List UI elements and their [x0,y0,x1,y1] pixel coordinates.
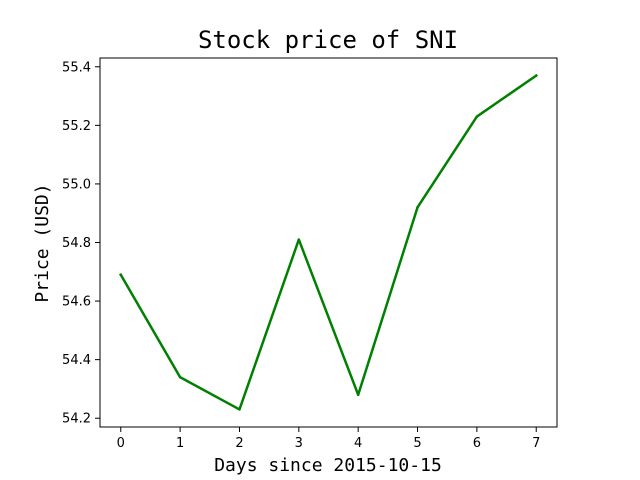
x-tick-label: 0 [117,436,125,451]
y-axis: 54.2 54.4 54.6 54.8 55.0 55.2 55.4 [62,60,100,427]
chart-title: Stock price of SNI [198,26,458,54]
data-point [416,206,419,209]
x-tick-label: 1 [176,436,184,451]
x-tick-label: 4 [354,436,362,451]
y-tick-label: 54.6 [62,295,91,310]
data-point [356,393,360,397]
y-tick-label: 55.4 [62,60,91,75]
y-axis-label: Price (USD) [32,183,53,302]
data-point [475,115,479,118]
x-tick-label: 2 [235,436,243,451]
y-tick-label: 54.4 [62,353,91,368]
x-tick-label: 7 [532,436,540,451]
data-point [534,74,538,77]
data-point [238,408,241,411]
data-point [297,238,301,241]
plot-frame [99,57,558,428]
price-line [119,73,538,411]
y-tick-label: 54.8 [62,236,91,251]
y-tick-label: 55.0 [62,177,91,192]
x-tick-label: 5 [413,436,421,451]
x-tick-label: 6 [473,436,481,451]
data-point [119,273,123,276]
series-layer [119,73,538,411]
y-tick-label: 54.2 [62,412,91,427]
y-tick-label: 55.2 [62,119,91,134]
x-axis-label: Days since 2015-10-15 [214,455,442,476]
x-tick-label: 3 [295,436,303,451]
data-point [178,375,182,379]
x-axis: 0 1 2 3 4 5 6 7 [117,427,540,451]
